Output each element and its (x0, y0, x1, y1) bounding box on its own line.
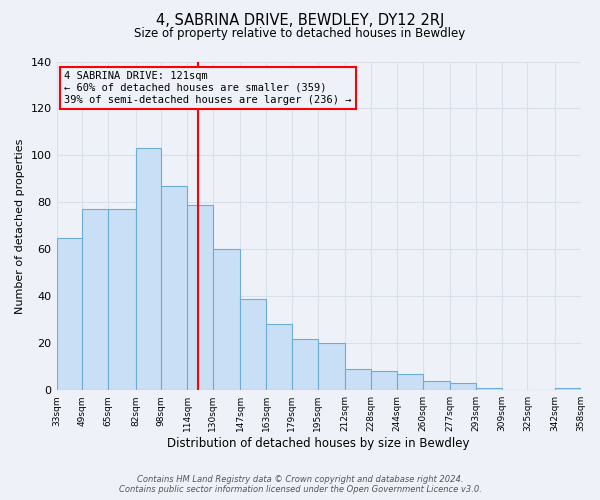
Bar (292, 338, 318, 390)
Bar (241, 298, 266, 390)
Bar (422, 381, 450, 390)
Bar (450, 383, 476, 390)
Bar (136, 148, 161, 390)
Bar (318, 343, 345, 390)
Bar (213, 250, 241, 390)
Bar (345, 369, 371, 390)
Bar (56, 238, 82, 390)
Y-axis label: Number of detached properties: Number of detached properties (15, 138, 25, 314)
Text: 4, SABRINA DRIVE, BEWDLEY, DY12 2RJ: 4, SABRINA DRIVE, BEWDLEY, DY12 2RJ (156, 12, 444, 28)
Text: Size of property relative to detached houses in Bewdley: Size of property relative to detached ho… (134, 28, 466, 40)
Bar (161, 186, 187, 390)
X-axis label: Distribution of detached houses by size in Bewdley: Distribution of detached houses by size … (167, 437, 470, 450)
Bar (397, 374, 422, 390)
Bar (187, 204, 213, 390)
Text: Contains HM Land Registry data © Crown copyright and database right 2024.
Contai: Contains HM Land Registry data © Crown c… (119, 474, 481, 494)
Bar (266, 324, 292, 390)
Bar (82, 210, 108, 390)
Bar (371, 372, 397, 390)
Bar (476, 388, 502, 390)
Bar (555, 388, 581, 390)
Bar (108, 210, 136, 390)
Text: 4 SABRINA DRIVE: 121sqm
← 60% of detached houses are smaller (359)
39% of semi-d: 4 SABRINA DRIVE: 121sqm ← 60% of detache… (64, 72, 352, 104)
